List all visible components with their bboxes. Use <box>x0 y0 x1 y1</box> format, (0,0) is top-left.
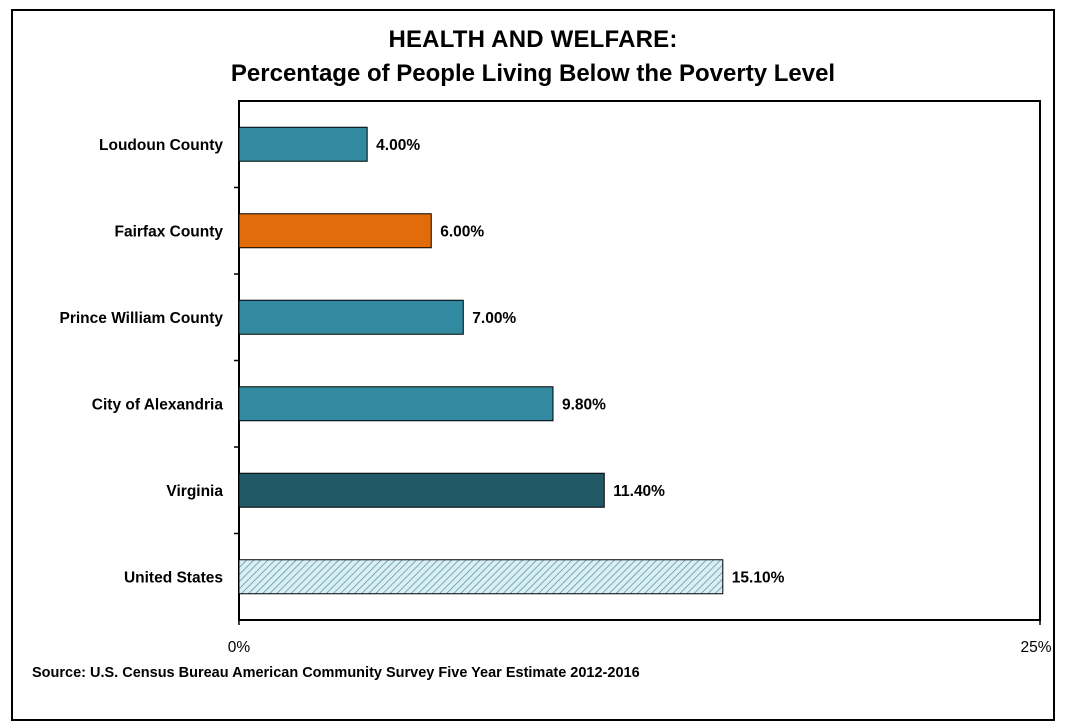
category-label: Prince William County <box>60 310 224 327</box>
bar-city-of-alexandria <box>238 386 554 422</box>
data-label: 9.80% <box>562 396 606 413</box>
category-label: Virginia <box>166 483 223 500</box>
x-tick-label: 0% <box>228 639 251 656</box>
bar-loudoun-county <box>238 126 368 162</box>
bar-prince-william-county <box>238 299 464 335</box>
chart-title: HEALTH AND WELFARE: <box>388 26 678 53</box>
chart-frame <box>11 9 1055 721</box>
data-label: 15.10% <box>732 569 785 586</box>
plot-area <box>238 100 1041 621</box>
bar-united-states <box>238 559 724 595</box>
category-label: Loudoun County <box>99 137 223 154</box>
bar-fairfax-county <box>238 213 432 249</box>
data-label: 6.00% <box>440 223 484 240</box>
data-label: 11.40% <box>613 483 665 500</box>
source-note: Source: U.S. Census Bureau American Comm… <box>32 665 640 681</box>
x-tick-label: 25% <box>1020 639 1051 656</box>
category-label: City of Alexandria <box>92 396 224 413</box>
bar-virginia <box>238 472 605 508</box>
category-label: United States <box>124 569 223 586</box>
category-label: Fairfax County <box>114 223 223 240</box>
data-label: 4.00% <box>376 137 420 154</box>
data-label: 7.00% <box>472 310 516 327</box>
chart-subtitle: Percentage of People Living Below the Po… <box>230 60 836 87</box>
